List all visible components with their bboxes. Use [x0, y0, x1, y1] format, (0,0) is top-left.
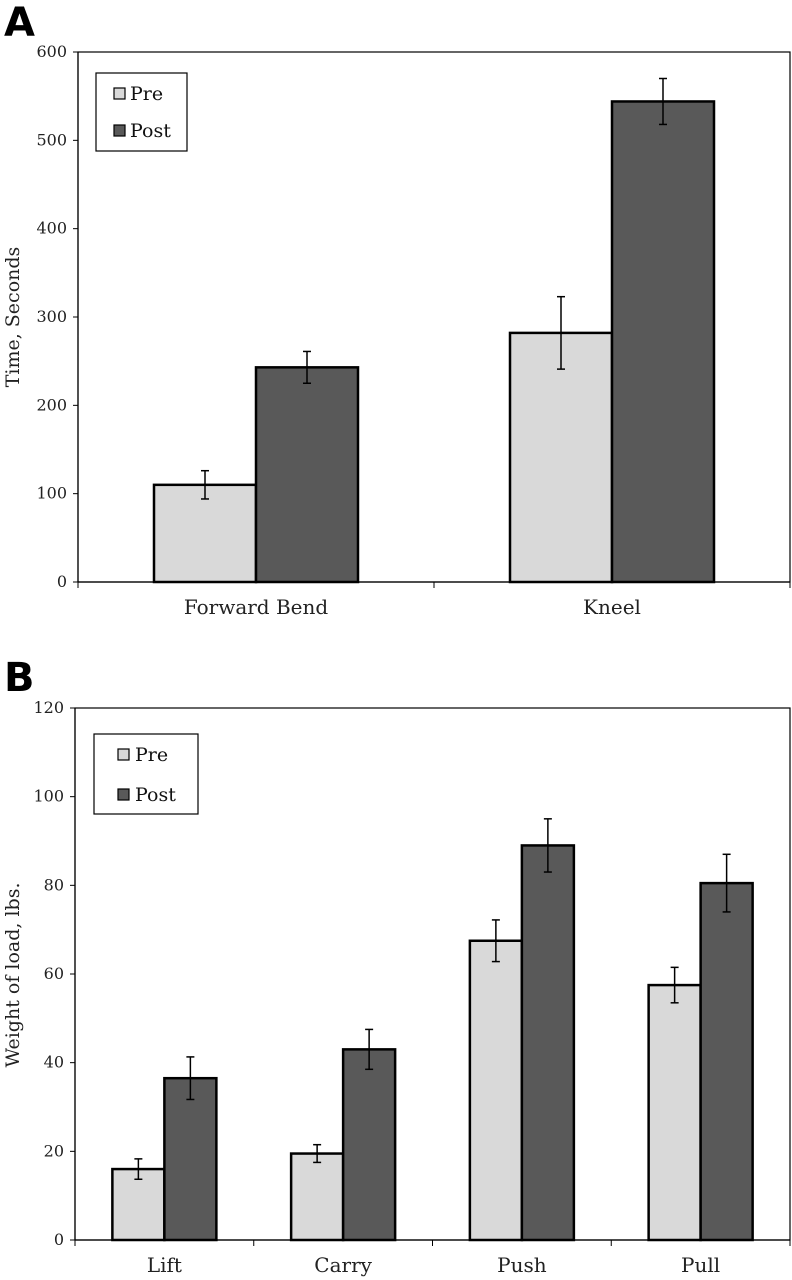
panel-b-legend-label-pre: Pre — [135, 744, 168, 766]
panel-a-legend: Pre Post — [95, 72, 188, 152]
panel-a-y-axis-title: Time, Seconds — [2, 247, 24, 388]
panel-a-x-ticks — [77, 582, 791, 588]
b-y-tick-label: 80 — [44, 875, 64, 894]
a-y-tick-label: 0 — [57, 572, 67, 591]
panel-a-legend-label-post: Post — [130, 120, 171, 142]
a-bar-post — [254, 366, 360, 584]
panel-b-category-labels: Lift Carry Push Pull — [147, 1253, 720, 1277]
a-y-tick-label: 100 — [36, 484, 67, 503]
panel-b-legend-swatch-post — [117, 788, 130, 801]
panel-b-legend-label-post: Post — [135, 784, 176, 806]
panel-a-letter: A — [4, 0, 35, 46]
b-y-tick-label: 100 — [33, 787, 64, 806]
b-category-label: Pull — [681, 1253, 720, 1277]
b-category-label: Push — [497, 1253, 547, 1277]
b-y-tick-label: 0 — [54, 1230, 64, 1249]
a-category-label: Forward Bend — [184, 595, 329, 619]
b-category-label: Carry — [314, 1253, 372, 1277]
b-bar-post — [163, 1076, 218, 1242]
panel-b-y-ticks: 0 20 40 60 80 100 120 — [33, 698, 75, 1249]
panel-b-letter: B — [4, 655, 35, 701]
a-y-tick-label: 500 — [36, 130, 67, 149]
panel-a-legend-box — [95, 72, 188, 152]
panel-b-legend-box — [93, 733, 199, 815]
a-category-label: Kneel — [583, 595, 641, 619]
panel-a-category-labels: Forward Bend Kneel — [184, 595, 641, 619]
panel-a-legend-swatch-post — [113, 124, 126, 137]
b-y-tick-label: 20 — [44, 1141, 64, 1160]
b-bar-pre — [289, 1152, 345, 1242]
b-bar-pre — [111, 1167, 166, 1242]
panel-b-legend-swatch-pre — [117, 748, 130, 761]
b-bar-post — [341, 1048, 397, 1242]
panel-a-legend-swatch-pre — [113, 87, 126, 100]
a-y-tick-label: 300 — [36, 307, 67, 326]
a-bar-pre — [508, 331, 614, 584]
a-y-tick-label: 200 — [36, 395, 67, 414]
a-y-tick-label: 600 — [36, 42, 67, 61]
panel-b: B 0 20 40 60 80 100 120 Lift Carry Push Pull Weig… — [2, 655, 791, 1277]
a-y-tick-label: 400 — [36, 219, 67, 238]
panel-b-y-axis-title: Weight of load, lbs. — [2, 883, 24, 1068]
b-y-tick-label: 40 — [44, 1053, 64, 1072]
b-y-tick-label: 60 — [44, 964, 64, 983]
panel-b-legend: Pre Post — [93, 733, 199, 815]
a-bar-post — [610, 100, 716, 584]
a-bar-pre — [152, 483, 258, 584]
panel-a-y-ticks: 0 100 200 300 400 500 600 — [36, 42, 78, 591]
panel-a-bars — [152, 77, 716, 584]
panel-a-legend-label-pre: Pre — [130, 83, 163, 105]
b-bar-post — [520, 844, 576, 1242]
b-y-tick-label: 120 — [33, 698, 64, 717]
b-bar-pre — [647, 983, 702, 1242]
b-category-label: Lift — [147, 1253, 182, 1277]
panel-b-bars — [111, 818, 754, 1242]
b-bar-pre — [468, 939, 524, 1242]
panel-b-x-ticks — [74, 1240, 791, 1246]
b-bar-post — [699, 881, 754, 1242]
